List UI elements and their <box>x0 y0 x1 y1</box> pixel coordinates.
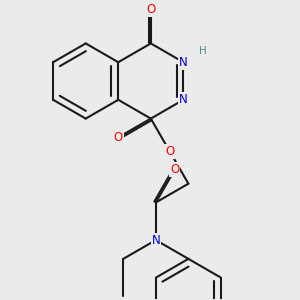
Text: O: O <box>170 164 179 176</box>
Text: N: N <box>179 93 188 106</box>
Text: O: O <box>165 145 174 158</box>
Text: N: N <box>179 56 188 69</box>
Text: N: N <box>152 234 160 247</box>
Text: O: O <box>146 3 155 16</box>
Text: H: H <box>199 46 207 56</box>
Text: O: O <box>114 131 123 144</box>
